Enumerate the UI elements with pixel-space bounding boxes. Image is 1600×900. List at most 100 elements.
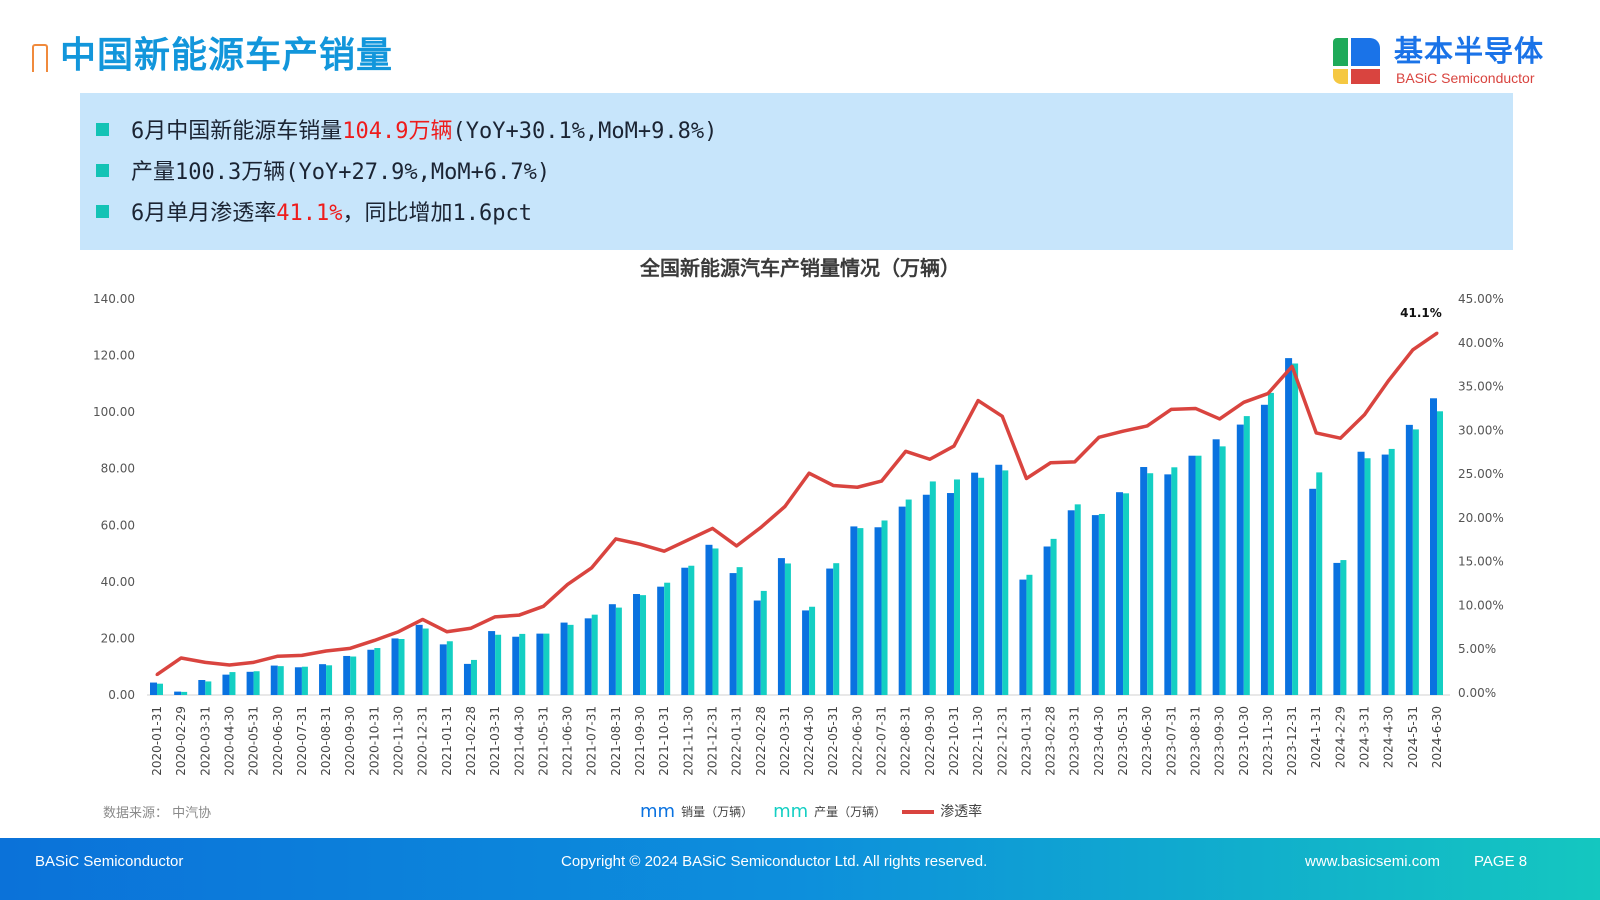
penetration-point <box>1121 429 1125 433</box>
x-axis-tick-label: 2021-03-31 <box>488 706 502 776</box>
sales-bar <box>971 472 979 695</box>
right-axis-tick-label: 15.00% <box>1458 555 1504 569</box>
highlight-text: 6月单月渗透率 <box>131 201 277 226</box>
footer-bar: BASiC Semiconductor Copyright © 2024 BAS… <box>0 838 1600 900</box>
x-axis-tick-label: 2023-04-30 <box>1092 706 1106 776</box>
penetration-point <box>904 449 908 453</box>
production-bar <box>712 548 719 695</box>
left-axis-tick-label: 80.00 <box>101 462 135 476</box>
x-axis-tick-label: 2020-08-31 <box>319 706 333 776</box>
production-bar <box>422 628 429 695</box>
x-axis-tick-label: 2021-09-30 <box>633 706 647 776</box>
left-axis-tick-label: 40.00 <box>101 575 135 589</box>
x-axis-tick-label: 2021-12-31 <box>705 706 719 776</box>
sales-bar <box>367 649 375 695</box>
production-bar <box>615 607 622 695</box>
production-bar <box>301 666 308 695</box>
production-bar <box>664 582 671 695</box>
x-axis-tick-label: 2023-02-28 <box>1044 706 1058 776</box>
production-bar <box>929 481 936 695</box>
sales-bar <box>150 682 157 695</box>
production-bar <box>736 567 743 695</box>
x-axis-tick-label: 2023-10-30 <box>1237 706 1251 776</box>
production-bar <box>519 633 526 695</box>
penetration-point <box>421 617 425 621</box>
x-axis-tick-label: 2022-12-31 <box>995 706 1009 776</box>
penetration-point <box>348 646 352 650</box>
penetration-point <box>1049 461 1053 465</box>
highlight-item: 产量100.3万辆(YoY+27.9%,MoM+6.7%) <box>96 160 550 186</box>
x-axis-tick-label: 2022-06-30 <box>850 706 864 776</box>
logo-english-name: BASiC Semiconductor <box>1396 70 1535 86</box>
highlights-box <box>80 93 1513 250</box>
production-bar <box>857 528 864 695</box>
x-axis-tick-label: 2021-07-31 <box>585 706 599 776</box>
x-axis-tick-label: 2023-03-31 <box>1068 706 1082 776</box>
highlight-value: 104.9万辆 <box>342 119 453 144</box>
production-bar <box>1267 392 1274 695</box>
right-axis-tick-label: 5.00% <box>1458 642 1496 656</box>
production-bar <box>567 624 574 695</box>
x-axis-tick-label: 2024-3-31 <box>1358 706 1372 768</box>
production-bar <box>374 648 381 695</box>
production-bar <box>1364 458 1371 695</box>
sales-bar <box>1236 424 1244 695</box>
penetration-point <box>155 673 159 677</box>
production-bar <box>784 563 791 695</box>
penetration-point <box>1363 413 1367 417</box>
legend-penetration-label: 渗透率 <box>940 804 983 820</box>
legend-sales-label: 销量（万辆） <box>681 805 754 819</box>
footer-website[interactable]: www.basicsemi.com <box>1305 853 1441 870</box>
penetration-point <box>1193 406 1197 410</box>
x-axis-tick-label: 2020-05-31 <box>247 706 261 776</box>
x-axis-tick-label: 2022-05-31 <box>826 706 840 776</box>
sales-bar <box>415 624 423 695</box>
sales-bar <box>1140 467 1148 695</box>
sales-bar <box>1116 492 1124 695</box>
right-axis-tick-label: 30.00% <box>1458 423 1504 437</box>
production-bar <box>1002 470 1009 695</box>
penetration-point <box>324 649 328 653</box>
production-bar <box>640 595 647 695</box>
x-axis-tick-label: 2020-12-31 <box>416 706 430 776</box>
production-bar <box>833 563 840 695</box>
chart-legend: mm 销量（万辆） mm 产量（万辆） 渗透率 <box>640 802 982 822</box>
sales-bar <box>946 493 954 695</box>
sales-bar <box>343 655 351 695</box>
penetration-point <box>783 505 787 509</box>
production-bar <box>277 666 284 695</box>
x-axis-tick-label: 2022-11-30 <box>971 706 985 776</box>
x-axis-tick-label: 2024-4-30 <box>1382 706 1396 768</box>
sales-bar <box>1212 439 1220 695</box>
sales-bar <box>922 494 930 695</box>
production-bar <box>1026 574 1033 695</box>
footer-copyright: Copyright © 2024 BASiC Semiconductor Ltd… <box>561 853 988 870</box>
logo-blue-block <box>1351 38 1380 66</box>
sales-bar <box>488 631 496 695</box>
penetration-point <box>179 656 183 660</box>
sales-bar <box>512 636 520 695</box>
x-axis-tick-label: 2023-12-31 <box>1285 706 1299 776</box>
penetration-point <box>710 526 714 530</box>
penetration-point <box>227 663 231 667</box>
highlight-text: 产量100.3万辆(YoY+27.9%,MoM+6.7%) <box>131 160 551 185</box>
x-axis-tick-label: 2024-2-29 <box>1333 706 1347 768</box>
x-axis-tick-label: 2020-06-30 <box>271 706 285 776</box>
penetration-point <box>276 654 280 658</box>
production-bar <box>181 691 188 695</box>
sales-bar <box>995 464 1003 695</box>
penetration-point <box>517 613 521 617</box>
penetration-point <box>1218 417 1222 421</box>
legend-production-label: 产量（万辆） <box>814 805 887 819</box>
production-bar <box>350 656 357 695</box>
sales-bar <box>391 638 399 695</box>
sales-bar <box>1164 474 1172 695</box>
sales-bar <box>874 527 882 695</box>
x-axis-tick-label: 2020-09-30 <box>343 706 357 776</box>
x-axis-tick-label: 2020-01-31 <box>150 706 164 776</box>
title-corner-decoration <box>32 44 48 72</box>
penetration-point <box>1266 392 1270 396</box>
production-bar <box>978 477 985 695</box>
x-axis-tick-label: 2021-05-31 <box>536 706 550 776</box>
penetration-annotation: 41.1% <box>1400 306 1442 320</box>
